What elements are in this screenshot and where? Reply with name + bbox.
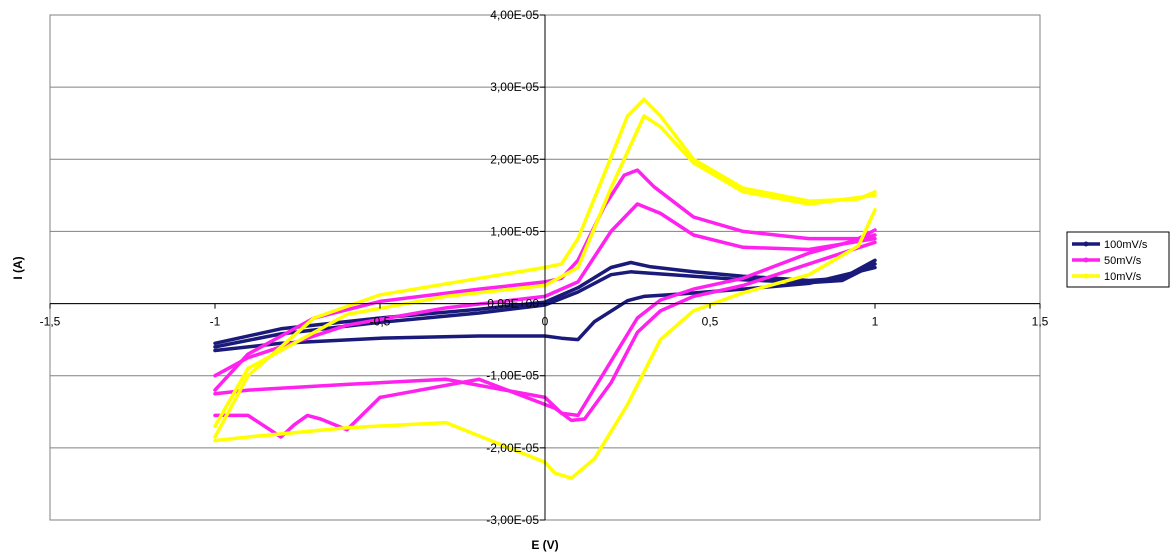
- series-0-trace-1: [213, 265, 877, 353]
- series-2-trace-0: [213, 97, 877, 439]
- x-tick-label-2: -0,5: [370, 315, 391, 329]
- series-2-trace-1: [213, 208, 877, 480]
- x-tick-label-5: 1: [872, 315, 879, 329]
- x-tick-label-0: -1,5: [40, 315, 61, 329]
- x-tick-label-3: 0: [542, 315, 549, 329]
- series-2-trace-2: [213, 114, 877, 428]
- y-tick-label-3: 0,00E+00: [487, 297, 539, 311]
- x-axis-title: E (V): [531, 538, 558, 552]
- y-tick-label-0: -3,00E-05: [486, 513, 539, 527]
- series-0-trace-2: [213, 262, 877, 349]
- y-axis-title: I (A): [11, 256, 25, 279]
- legend-marker-1: [1083, 257, 1089, 263]
- axes: [49, 14, 1041, 521]
- legend-label-1: 50mV/s: [1104, 255, 1142, 267]
- series-1-trace-3: [213, 240, 877, 439]
- x-tick-label-1: -1: [210, 315, 221, 329]
- legend: 100mV/s 50mV/s 10mV/s: [1066, 231, 1170, 288]
- legend-marker-2: [1083, 273, 1089, 279]
- y-tick-label-2: -1,00E-05: [486, 369, 539, 383]
- legend-label-2: 10mV/s: [1104, 271, 1142, 283]
- y-tick-label-6: 3,00E-05: [490, 80, 539, 94]
- y-tick-label-1: -2,00E-05: [486, 441, 539, 455]
- tick-labels: -1,5 -1 -0,5 0 0,5 1 1,5 -3,00E-05 -2,00E-05 -1,0…: [40, 8, 1049, 527]
- x-tick-label-4: 0,5: [702, 315, 719, 329]
- y-tick-label-5: 2,00E-05: [490, 152, 539, 166]
- x-tick-label-6: 1,5: [1032, 315, 1049, 329]
- y-tick-label-7: 4,00E-05: [490, 8, 539, 22]
- series-1-trace-2: [213, 202, 877, 378]
- series-1-trace-1: [213, 233, 877, 418]
- legend-marker-0: [1083, 241, 1089, 247]
- y-tick-label-4: 1,00E-05: [490, 224, 539, 238]
- series-group: [213, 97, 877, 480]
- legend-label-0: 100mV/s: [1104, 239, 1148, 251]
